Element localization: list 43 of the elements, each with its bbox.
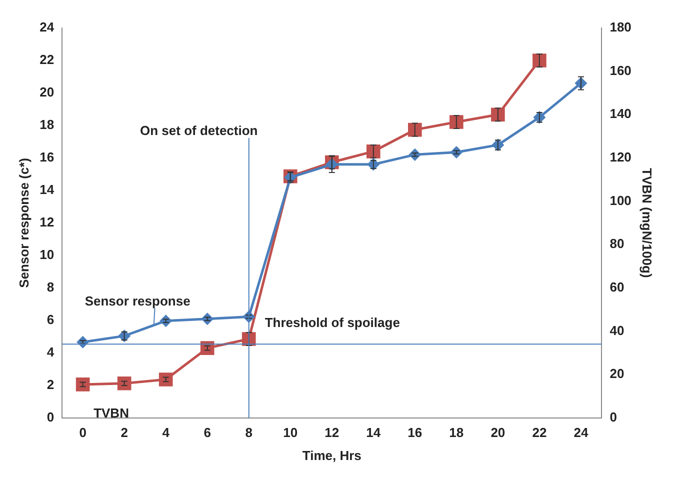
y-tick-label: 18: [40, 117, 54, 132]
y2-tick-label: 160: [610, 62, 632, 78]
y-tick-label: 24: [40, 20, 55, 35]
y-tick-label: 12: [40, 214, 54, 230]
x-tick-label: 20: [490, 425, 506, 440]
y-tick-label: 16: [40, 150, 54, 165]
x-tick-label: 18: [449, 425, 464, 440]
x-tick-label: 22: [532, 425, 547, 440]
x-tick-label: 12: [324, 425, 340, 440]
y2-tick-label: 100: [610, 192, 632, 208]
y-tick-label: 8: [46, 279, 54, 294]
y-tick-label: 2: [46, 376, 54, 392]
x-axis-title: Time, Hrs: [302, 448, 362, 463]
ref-line-label: Threshold of spoilage: [264, 315, 400, 330]
y2-tick-label: 180: [610, 20, 632, 35]
x-tick-label: 16: [408, 425, 422, 440]
y2-tick-label: 60: [610, 279, 624, 294]
x-tick-label: 24: [574, 425, 589, 440]
y-tick-label: 22: [40, 52, 54, 68]
ref-line-label: On set of detection: [140, 123, 258, 138]
y-tick-label: 20: [40, 84, 54, 100]
x-tick-label: 4: [162, 425, 170, 440]
y2-tick-label: 80: [610, 236, 624, 252]
x-tick-label: 2: [120, 425, 128, 440]
y-tick-label: 0: [46, 409, 54, 424]
y2-tick-label: 20: [610, 366, 624, 382]
x-tick-label: 14: [366, 425, 382, 440]
x-tick-label: 8: [245, 425, 252, 440]
series-label: Sensor response: [84, 294, 190, 309]
y-tick-label: 14: [40, 182, 55, 197]
series-label: TVBN: [94, 405, 129, 420]
x-tick-label: 0: [79, 425, 86, 440]
y2-axis-title: TVBN (mgN/100g): [640, 168, 655, 278]
y2-tick-label: 0: [610, 409, 617, 424]
y2-tick-label: 120: [610, 150, 632, 165]
y2-tick-label: 40: [610, 322, 624, 338]
y-tick-label: 10: [40, 246, 54, 262]
x-tick-label: 10: [283, 425, 298, 440]
y-tick-label: 6: [46, 312, 54, 327]
y-tick-label: 4: [46, 344, 55, 360]
y-axis-title: Sensor response (c*): [16, 158, 32, 288]
y2-tick-label: 140: [610, 106, 632, 122]
x-tick-label: 6: [204, 425, 211, 440]
